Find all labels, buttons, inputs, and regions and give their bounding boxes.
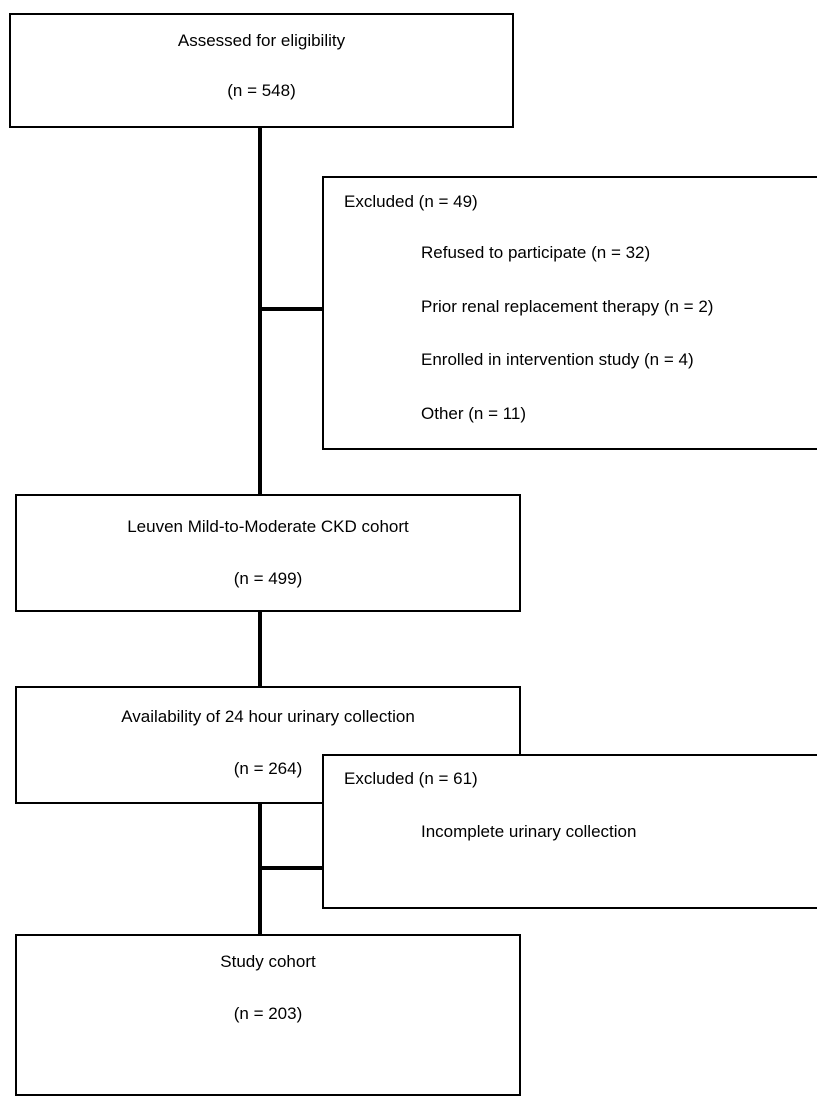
box-count: (n = 548): [227, 81, 296, 100]
connector-assessed-to-leuven: [258, 126, 262, 496]
box-leuven-ckd-cohort: Leuven Mild-to-Moderate CKD cohort (n = …: [15, 494, 521, 612]
box-study-cohort: Study cohort (n = 203): [15, 934, 521, 1096]
box-title: Availability of 24 hour urinary collecti…: [121, 707, 415, 726]
box-excluded-second: Excluded (n = 61) Incomplete urinary col…: [322, 754, 817, 909]
connector-branch-excluded-2: [258, 866, 324, 870]
excluded-title: Excluded (n = 61): [344, 769, 478, 788]
box-title: Leuven Mild-to-Moderate CKD cohort: [127, 517, 409, 536]
box-title: Assessed for eligibility: [177, 31, 346, 50]
excluded-reason: Prior renal replacement therapy (n = 2): [421, 297, 714, 316]
excluded-reason: Other (n = 11): [421, 404, 527, 423]
box-count: (n = 264): [233, 759, 303, 778]
connector-leuven-to-availability: [258, 610, 262, 688]
box-count: (n = 203): [233, 1004, 303, 1023]
excluded-reason: Enrolled in intervention study (n = 4): [421, 350, 694, 369]
excluded-reason: Incomplete urinary collection: [421, 822, 637, 841]
excluded-title: Excluded (n = 49): [344, 192, 478, 211]
box-title: Study cohort: [220, 952, 316, 971]
box-count: (n = 499): [233, 569, 303, 588]
box-assessed-for-eligibility: Assessed for eligibility (n = 548): [9, 13, 514, 128]
excluded-reason: Refused to participate (n = 32): [421, 243, 651, 262]
connector-branch-excluded-1: [258, 307, 324, 311]
box-excluded-first: Excluded (n = 49) Refused to participate…: [322, 176, 817, 450]
